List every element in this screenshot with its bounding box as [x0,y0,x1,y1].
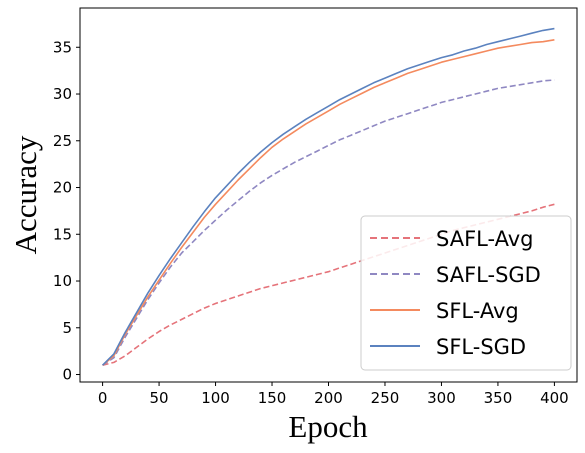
legend-label-4: SFL-SGD [436,335,526,359]
x-tick-label-8: 350 [484,389,513,407]
legend-label-3: SFL-Avg [436,299,519,323]
y-axis-title: Accuracy [8,135,43,254]
series-line-4 [102,27,555,366]
x-axis-title: Epoch [288,409,368,444]
x-tick-label-1: 0 [98,389,108,407]
legend-label-2: SAFL-SGD [436,263,541,287]
series-layer [102,27,555,366]
x-axis-ticks: 0 50 100 150 200 250 300 350 400 [98,382,569,407]
legend-frame [360,215,572,371]
y-tick-label-2: 5 [62,319,72,337]
x-tick-label-9: 400 [540,389,569,407]
y-tick-label-3: 10 [53,272,72,290]
y-tick-label-6: 25 [53,132,72,150]
y-tick-label-7: 30 [53,85,72,103]
legend: SAFL-Avg SAFL-SGD SFL-Avg SFL-SGD [360,215,572,371]
series-line-2 [102,79,555,366]
series-line-3 [102,39,555,366]
series-line-1 [102,203,555,366]
x-tick-label-2: 50 [150,389,169,407]
x-tick-label-7: 300 [427,389,456,407]
y-tick-label-1: 0 [62,366,72,384]
legend-label-1: SAFL-Avg [436,227,534,251]
x-tick-label-5: 200 [314,389,343,407]
x-tick-label-3: 100 [201,389,230,407]
y-tick-label-8: 35 [53,38,72,56]
y-tick-label-5: 20 [53,179,72,197]
x-tick-label-6: 250 [371,389,400,407]
x-tick-label-4: 150 [258,389,287,407]
y-axis-ticks: 0 5 10 15 20 25 30 35 [53,38,80,384]
y-tick-label-4: 15 [53,225,72,243]
